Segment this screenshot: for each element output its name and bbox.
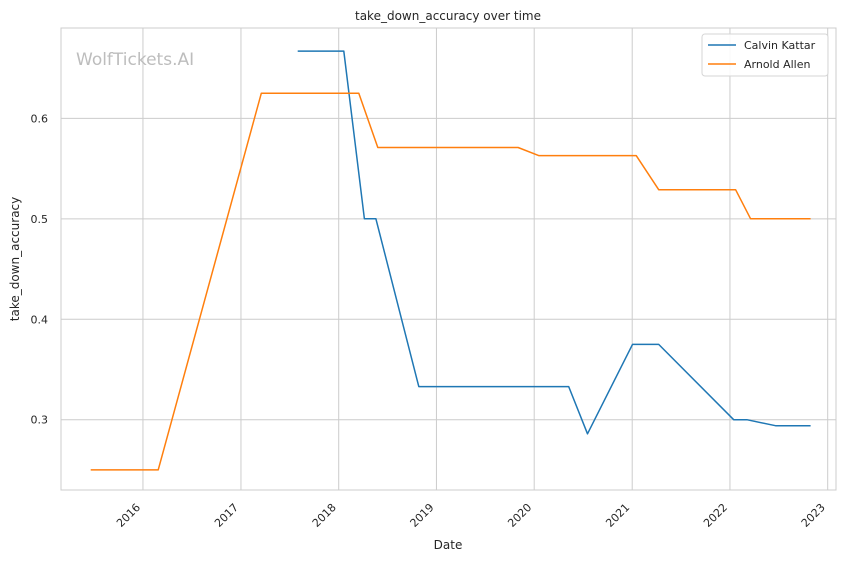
- legend: Calvin Kattar Arnold Allen: [701, 33, 829, 77]
- series-line-1: [297, 50, 811, 435]
- series-line-2: [90, 92, 811, 471]
- legend-label-2: Arnold Allen: [744, 58, 810, 71]
- y-tick-label: 0.3: [31, 414, 49, 427]
- series-layer: [90, 50, 811, 471]
- chart-title: take_down_accuracy over time: [355, 9, 541, 23]
- legend-label-1: Calvin Kattar: [744, 39, 816, 52]
- y-tick-label: 0.6: [31, 112, 49, 125]
- grid: [61, 28, 836, 490]
- x-axis-label: Date: [434, 538, 463, 552]
- y-axis-label: take_down_accuracy: [8, 197, 22, 321]
- y-tick-label: 0.5: [31, 213, 49, 226]
- y-tick-label: 0.4: [31, 313, 49, 326]
- plot-area-frame: [60, 27, 837, 491]
- watermark: WolfTickets.AI: [76, 50, 194, 70]
- y-axis-ticks: 0.3 0.4 0.5 0.6: [31, 112, 49, 426]
